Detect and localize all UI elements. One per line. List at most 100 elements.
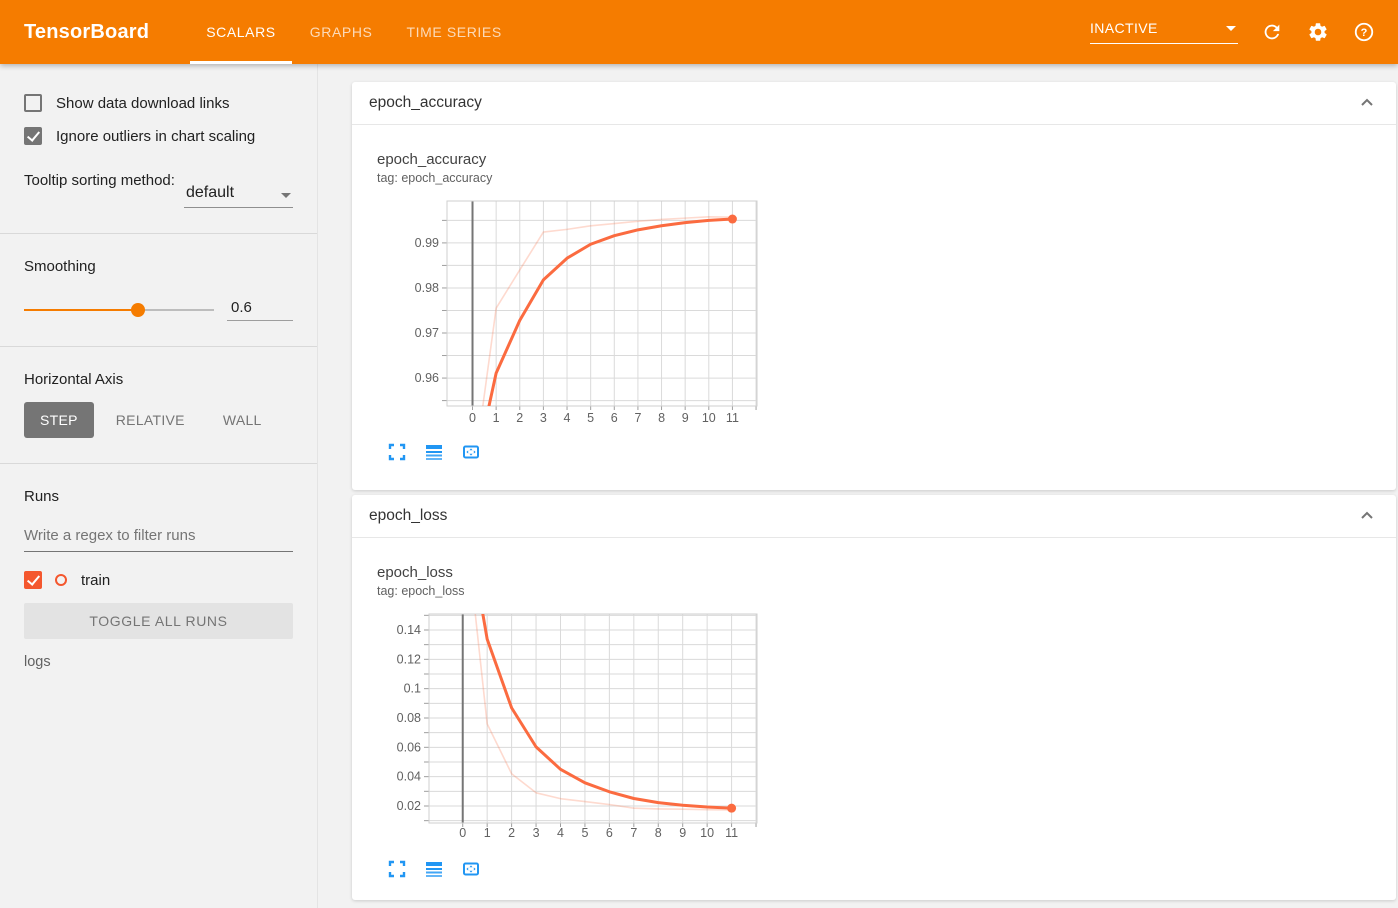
svg-text:9: 9 — [679, 826, 686, 840]
tooltip-sorting-value: default — [186, 184, 235, 201]
svg-text:10: 10 — [700, 826, 714, 840]
horizontal-axis-label: Horizontal Axis — [24, 371, 124, 388]
axis-wall-button[interactable]: WALL — [207, 402, 278, 438]
slider-fill — [24, 309, 138, 311]
svg-text:4: 4 — [564, 411, 571, 425]
collapse-card-button[interactable] — [1355, 504, 1379, 528]
runs-filter — [24, 523, 293, 552]
chevron-down-icon — [281, 193, 291, 198]
chevron-up-icon — [1361, 511, 1373, 519]
divider — [0, 463, 317, 464]
svg-text:11: 11 — [725, 826, 738, 840]
card-title: epoch_loss — [369, 507, 448, 524]
show-download-links-checkbox[interactable] — [24, 94, 42, 112]
runs-label: Runs — [24, 488, 60, 505]
help-button[interactable]: ? — [1352, 20, 1376, 44]
svg-text:6: 6 — [606, 826, 613, 840]
card-title: epoch_accuracy — [369, 94, 482, 111]
loss-line-chart[interactable]: 0.02 0.04 0.06 0.08 0.1 0.12 0.14 0 1 2 3 4 5 6 7 8 9 10 1… — [377, 606, 1396, 851]
svg-text:0.96: 0.96 — [415, 371, 439, 385]
reload-status-select[interactable]: INACTIVE — [1090, 20, 1238, 44]
card-body: epoch_accuracy tag: epoch_accuracy 0.96 0… — [352, 125, 1396, 490]
svg-text:2: 2 — [516, 411, 523, 425]
card-epoch-loss: epoch_loss epoch_loss tag: epoch_loss 0.… — [352, 495, 1396, 900]
svg-text:0.08: 0.08 — [397, 711, 421, 725]
ignore-outliers-checkbox[interactable] — [24, 127, 42, 145]
svg-text:0.99: 0.99 — [415, 236, 439, 250]
toggle-all-runs-button[interactable]: TOGGLE ALL RUNS — [24, 603, 293, 639]
axis-step-button[interactable]: STEP — [24, 402, 94, 438]
smoothing-value-input[interactable]: 0.6 — [227, 299, 293, 321]
run-color-swatch — [55, 574, 67, 586]
settings-button[interactable] — [1306, 20, 1330, 44]
svg-text:10: 10 — [702, 411, 716, 425]
reload-button[interactable] — [1260, 20, 1284, 44]
main-content: epoch_accuracy epoch_accuracy tag: epoch… — [352, 82, 1396, 905]
expand-chart-button[interactable] — [387, 442, 407, 462]
svg-text:0.04: 0.04 — [397, 770, 421, 784]
svg-text:0.12: 0.12 — [397, 652, 421, 666]
svg-text:0: 0 — [459, 826, 466, 840]
run-row-train[interactable]: train — [24, 571, 293, 589]
checkbox-label: Show data download links — [56, 94, 230, 112]
divider — [0, 346, 317, 347]
smoothing-slider[interactable] — [24, 303, 214, 317]
svg-text:0.06: 0.06 — [397, 740, 421, 754]
smoothing-slider-row: 0.6 — [24, 299, 293, 321]
settings-gear-icon — [1309, 23, 1327, 41]
svg-text:0.1: 0.1 — [404, 682, 421, 696]
help-icon: ? — [1354, 22, 1374, 42]
svg-text:6: 6 — [611, 411, 618, 425]
chevron-down-icon — [1226, 25, 1236, 31]
tab-graphs[interactable]: GRAPHS — [309, 24, 373, 40]
svg-text:8: 8 — [658, 411, 665, 425]
axis-relative-button[interactable]: RELATIVE — [100, 402, 201, 438]
tooltip-sorting-select[interactable]: default — [184, 170, 293, 208]
slider-thumb[interactable] — [131, 303, 145, 317]
svg-text:4: 4 — [557, 826, 564, 840]
svg-text:0.02: 0.02 — [397, 799, 421, 813]
chart-title: epoch_accuracy — [377, 151, 487, 168]
svg-text:11: 11 — [726, 411, 739, 425]
run-name: train — [81, 571, 111, 589]
tooltip-sorting-row: Tooltip sorting method: default — [24, 170, 293, 208]
checkbox-label: Ignore outliers in chart scaling — [56, 127, 256, 145]
fullscreen-icon — [388, 443, 406, 461]
chart-title: epoch_loss — [377, 564, 453, 581]
svg-text:?: ? — [1361, 27, 1368, 39]
data-table-icon — [426, 862, 442, 877]
runs-filter-input[interactable] — [24, 523, 293, 552]
run-directory-label: logs — [24, 654, 51, 670]
svg-text:5: 5 — [587, 411, 594, 425]
chart-tag: tag: epoch_accuracy — [377, 171, 493, 185]
svg-text:2: 2 — [508, 826, 515, 840]
run-train-checkbox[interactable] — [24, 571, 42, 589]
collapse-card-button[interactable] — [1355, 91, 1379, 115]
card-body: epoch_loss tag: epoch_loss 0.02 0.04 0.06 0… — [352, 538, 1396, 900]
fit-to-data-icon — [463, 445, 479, 459]
expand-chart-button[interactable] — [387, 859, 407, 879]
svg-text:7: 7 — [634, 411, 641, 425]
app-header: TensorBoard SCALARS GRAPHS TIME SERIES I… — [0, 0, 1398, 64]
header-controls: INACTIVE ? — [1090, 20, 1376, 44]
data-table-button[interactable] — [424, 442, 444, 462]
data-table-icon — [426, 445, 442, 460]
svg-text:9: 9 — [682, 411, 689, 425]
accuracy-line-chart[interactable]: 0.96 0.97 0.98 0.99 0 1 2 3 4 5 6 7 8 9 10 11 — [377, 193, 1396, 434]
card-header-epoch-loss[interactable]: epoch_loss — [352, 495, 1396, 538]
ignore-outliers-row[interactable]: Ignore outliers in chart scaling — [24, 127, 293, 145]
svg-text:8: 8 — [655, 826, 662, 840]
divider — [0, 233, 317, 234]
tab-time-series[interactable]: TIME SERIES — [406, 24, 502, 40]
show-download-links-row[interactable]: Show data download links — [24, 94, 293, 112]
fit-domain-button[interactable] — [461, 859, 481, 879]
svg-text:1: 1 — [484, 826, 491, 840]
status-badge: INACTIVE — [1090, 20, 1158, 36]
data-table-button[interactable] — [424, 859, 444, 879]
horizontal-axis-buttons: STEP RELATIVE WALL — [24, 402, 293, 438]
card-header-epoch-accuracy[interactable]: epoch_accuracy — [352, 82, 1396, 125]
fullscreen-icon — [388, 860, 406, 878]
tab-scalars[interactable]: SCALARS — [189, 0, 293, 64]
reload-icon — [1264, 24, 1280, 40]
fit-domain-button[interactable] — [461, 442, 481, 462]
